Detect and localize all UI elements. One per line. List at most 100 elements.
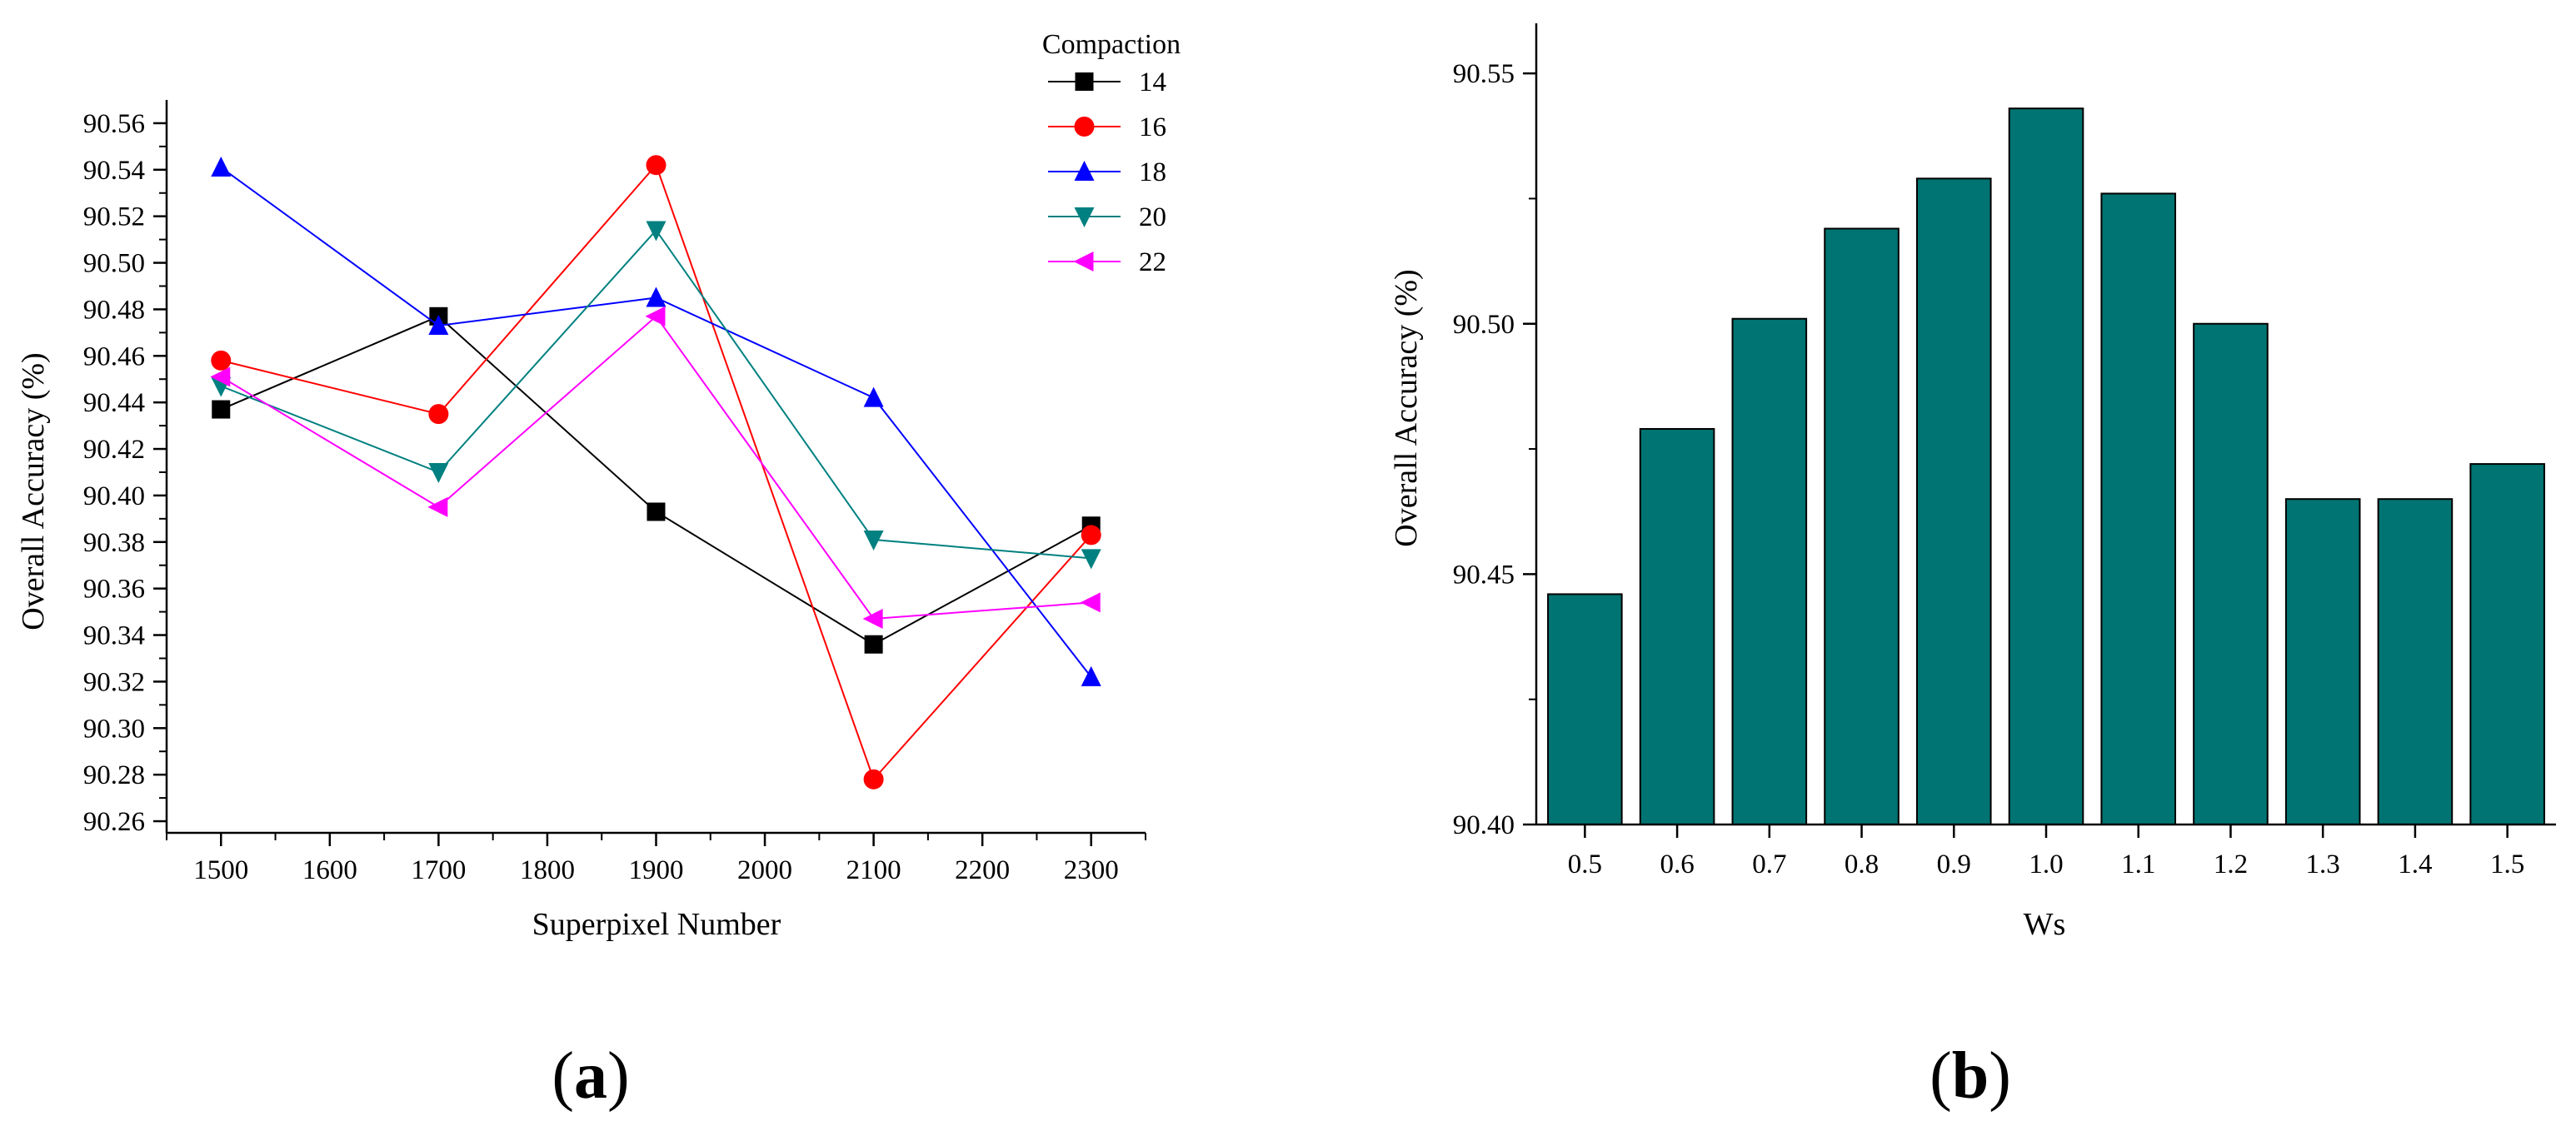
y-tick-label: 90.40 <box>1453 810 1515 840</box>
bar-0.5 <box>1547 593 1623 825</box>
bar-1.1 <box>2100 192 2177 826</box>
x-tick-label: 1.4 <box>2398 850 2432 879</box>
data-point-22 <box>210 366 231 387</box>
y-tick-label: 90.50 <box>83 249 145 279</box>
legend-title: Compaction <box>1042 29 1181 60</box>
y-tick-label: 90.48 <box>83 295 145 325</box>
y-tick-label: 90.44 <box>83 388 145 418</box>
legend-marker <box>1073 252 1094 272</box>
data-point-16 <box>863 769 884 790</box>
panel-label-b-letter: b <box>1952 1039 1989 1113</box>
series-line-22 <box>220 315 1091 620</box>
line-chart-x-axis-title: Superpixel Number <box>532 907 781 942</box>
y-tick-label: 90.32 <box>83 667 145 697</box>
x-tick-label: 1.5 <box>2490 850 2524 879</box>
data-point-14 <box>646 502 666 521</box>
panel-label-a-open: ( <box>552 1039 574 1113</box>
data-point-20 <box>428 462 449 483</box>
legend-label: 16 <box>1139 112 1166 142</box>
data-point-18 <box>211 157 232 177</box>
line-chart-axes <box>165 100 1146 835</box>
panel-label-b-close: ) <box>1989 1039 2011 1113</box>
legend-marker <box>1075 72 1094 91</box>
bar-chart-bars <box>1547 107 2545 826</box>
panel-label-a-close: ) <box>607 1039 630 1113</box>
data-point-16 <box>646 155 666 176</box>
data-point-22 <box>862 608 883 629</box>
bar-0.9 <box>1915 177 1992 825</box>
y-tick-label: 90.28 <box>83 760 145 790</box>
bar-chart-ticks: 0.5 0.6 0.7 0.8 0.9 1.0 1.1 1.2 1.3 1.4 1.5 90.40 90… <box>1453 59 2525 879</box>
y-tick-label: 90.45 <box>1453 560 1515 590</box>
x-tick-label: 1.0 <box>2029 850 2063 879</box>
line-chart-ticks: 1500 1600 1700 1800 1900 2000 2100 2200 2300 90.2… <box>83 109 1146 885</box>
bar-1.2 <box>2193 322 2269 825</box>
data-point-18 <box>863 386 884 407</box>
series-line-18 <box>220 167 1092 678</box>
data-point-18 <box>1081 665 1101 686</box>
y-tick-label: 90.26 <box>83 807 145 837</box>
panel-label-a-letter: a <box>574 1039 607 1113</box>
bar-0.7 <box>1731 317 1808 825</box>
y-tick-label: 90.30 <box>83 714 145 744</box>
series-22 <box>210 306 1101 629</box>
x-tick-label: 0.8 <box>1845 850 1879 879</box>
line-chart-panel-a: 1500 1600 1700 1800 1900 2000 2100 2200 2300 90.2… <box>16 29 1181 1113</box>
y-tick-label: 90.50 <box>1453 310 1515 340</box>
legend-marker <box>1074 207 1095 227</box>
data-point-20 <box>646 221 666 242</box>
data-point-18 <box>646 286 666 307</box>
data-point-20 <box>863 531 884 551</box>
y-tick-label: 90.34 <box>83 621 145 651</box>
data-point-16 <box>1081 525 1101 546</box>
x-tick-label: 2300 <box>1064 855 1119 885</box>
x-tick-label: 0.5 <box>1568 850 1602 879</box>
legend-label: 20 <box>1139 202 1166 232</box>
y-tick-label: 90.38 <box>83 528 145 558</box>
data-point-18 <box>428 314 449 335</box>
y-tick-label: 90.52 <box>83 202 145 232</box>
x-tick-label: 1500 <box>193 855 248 885</box>
legend-label: 14 <box>1139 67 1166 97</box>
bar-0.6 <box>1639 428 1715 825</box>
legend-item-14: 14 <box>1048 67 1166 97</box>
y-tick-label: 90.42 <box>83 435 145 465</box>
y-tick-label: 90.56 <box>83 109 145 139</box>
y-tick-label: 90.36 <box>83 575 145 605</box>
legend-label: 22 <box>1139 247 1166 277</box>
y-tick-label: 90.54 <box>83 156 145 186</box>
x-tick-label: 2100 <box>846 855 901 885</box>
bar-1.0 <box>2008 107 2084 825</box>
x-tick-label: 1600 <box>302 855 357 885</box>
legend-marker <box>1074 117 1095 137</box>
data-point-22 <box>1080 592 1101 613</box>
x-tick-label: 1.2 <box>2214 850 2248 879</box>
panel-label-a: (a) <box>552 1039 629 1113</box>
series-line-16 <box>221 163 1092 781</box>
series-line-14 <box>220 315 1092 645</box>
legend-item-18: 18 <box>1048 157 1166 187</box>
x-tick-label: 1.1 <box>2121 850 2155 879</box>
legend-item-16: 16 <box>1048 112 1166 142</box>
bar-1.4 <box>2377 498 2454 825</box>
panel-label-b: (b) <box>1930 1039 2011 1113</box>
x-tick-label: 0.9 <box>1937 850 1971 879</box>
x-tick-label: 0.7 <box>1752 850 1786 879</box>
data-point-16 <box>428 404 449 425</box>
line-chart-legend: Compaction 14 16 18 20 22 <box>1042 29 1181 277</box>
line-chart-series <box>210 155 1101 790</box>
x-tick-label: 1800 <box>520 855 575 885</box>
x-tick-label: 1700 <box>411 855 466 885</box>
bar-chart-panel-b: 0.5 0.6 0.7 0.8 0.9 1.0 1.1 1.2 1.3 1.4 1.5 90.40 90… <box>1389 23 2556 1113</box>
y-tick-label: 90.40 <box>83 481 145 511</box>
data-point-14 <box>864 635 883 654</box>
x-tick-label: 2200 <box>955 855 1010 885</box>
series-18 <box>211 157 1101 686</box>
x-tick-label: 1.3 <box>2306 850 2340 879</box>
legend-label: 18 <box>1139 157 1166 187</box>
data-point-20 <box>1081 549 1101 570</box>
x-tick-label: 2000 <box>737 855 792 885</box>
series-16 <box>211 155 1101 790</box>
bar-0.8 <box>1824 227 1900 825</box>
